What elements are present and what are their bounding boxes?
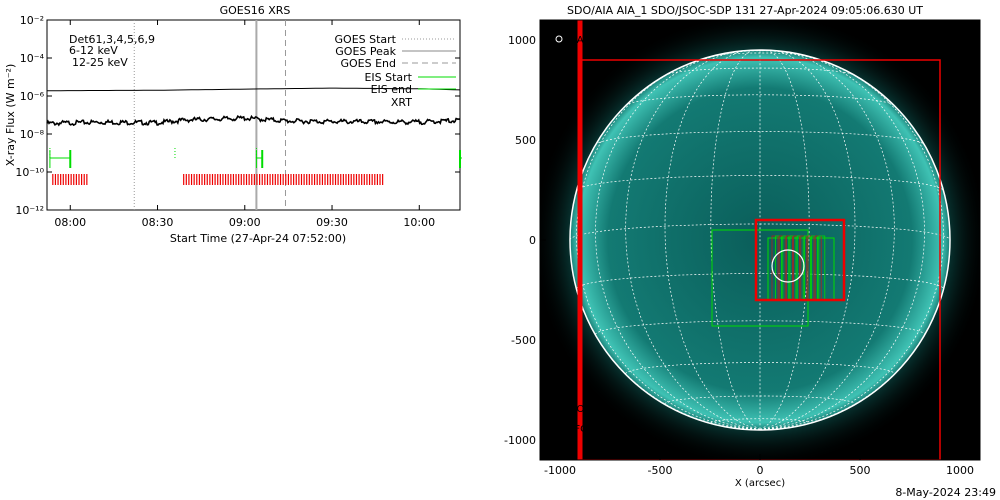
legend-xrt: XRT [391, 96, 412, 109]
goes-x-tick-label: 08:00 [54, 216, 86, 229]
goes-x-tick-label: 08:30 [142, 216, 174, 229]
goes-chart-title: GOES16 XRS [220, 4, 291, 17]
longitude-line [759, 50, 951, 430]
aia-x-axis-label: X (arcsec) [735, 478, 785, 489]
goes-y-tick-label: 10⁻⁶ [20, 90, 45, 103]
longitude-line [759, 50, 925, 430]
aia-y-tick-label: -500 [511, 334, 536, 347]
goes-x-ticks: 08:00 08:30 09:00 09:30 10:00 [54, 20, 435, 229]
heliographic-grid [569, 49, 951, 431]
latitude-line [625, 362, 895, 375]
xrt-intervals [52, 174, 384, 185]
goes-series-0 [47, 87, 461, 92]
goes-series-1 [46, 114, 461, 127]
legend-eis-end: EIS end [371, 83, 412, 96]
aia-chart-title: SDO/AIA AIA_1 SDO/JSOC-SDP 131 27-Apr-20… [567, 4, 923, 17]
longitude-line [759, 49, 810, 430]
legend-goes-peak: GOES Peak [335, 45, 396, 58]
goes-series [46, 87, 461, 127]
legend-goes-start: GOES Start [335, 33, 397, 46]
goes-y-axis-label: X-ray Flux (W m⁻²) [4, 64, 17, 166]
goes-plot-frame [46, 19, 461, 211]
aia-y-tick-label: -1000 [504, 434, 536, 447]
det-label: Det61,3,4,5,6,9 [69, 33, 155, 46]
aia-image [540, 20, 980, 460]
aia-x-tick-label: 500 [850, 464, 871, 477]
goes-x-axis-label: Start Time (27-Apr-24 07:52:00) [170, 232, 346, 245]
goes-plot: 10⁻² 10⁻⁴ 10⁻⁶ 10⁻⁸ 10⁻¹⁰ 10⁻¹² 08:00 08:30 09:… [15, 14, 462, 229]
longitude-line [595, 50, 761, 430]
longitude-line [576, 50, 761, 430]
fov-boxes [577, 20, 941, 460]
band-low-label: 6-12 keV [69, 44, 118, 57]
aia-x-tick-label: 0 [757, 464, 764, 477]
longitude-line [625, 49, 761, 430]
aia-x-tick-label: 1000 [946, 464, 974, 477]
xrt-fov-label: XRT FOV [552, 424, 595, 435]
aia-y-tick-label: 1000 [508, 34, 536, 47]
flare-location-icon [555, 35, 563, 43]
latitude-line [595, 131, 925, 146]
goes-y-tick-label: 10⁻² [20, 14, 44, 27]
aia-axis-ticks: -1000 -500 0 500 1000 1000 500 0 -500 -1000 [504, 34, 974, 477]
goes-y-ticks: 10⁻² 10⁻⁴ 10⁻⁶ 10⁻⁸ 10⁻¹⁰ 10⁻¹² [15, 14, 460, 217]
aia-x-tick-label: -500 [648, 464, 673, 477]
longitude-line [569, 50, 761, 430]
goes-y-tick-label: 10⁻⁸ [20, 128, 45, 141]
legend-goes-end: GOES End [340, 57, 396, 70]
footer-timestamp: 8-May-2024 23:49 [895, 486, 996, 499]
longitude-line [759, 49, 895, 430]
goes-x-tick-label: 09:00 [229, 216, 261, 229]
legend-eis-start: EIS Start [364, 71, 412, 84]
eis-fov-label: EIS FOV [552, 404, 591, 415]
latitude-line [710, 418, 810, 424]
aia-y-tick-label: 500 [515, 134, 536, 147]
latitude-line [595, 320, 925, 335]
goes-x-tick-label: 10:00 [403, 216, 435, 229]
aia-y-tick-label: 0 [529, 234, 536, 247]
band-high-label: 12-25 keV [72, 56, 128, 69]
goes-legend: GOES Start GOES Peak GOES End EIS Start … [335, 33, 456, 109]
goes-y-tick-label: 10⁻¹² [15, 204, 44, 217]
flare-location-label: AIA flare location [567, 35, 652, 46]
goes-y-tick-label: 10⁻⁴ [20, 52, 45, 65]
eis-windows [49, 148, 462, 168]
aia-x-tick-label: -1000 [544, 464, 576, 477]
goes-y-tick-label: 10⁻¹⁰ [15, 166, 44, 179]
longitude-line [710, 49, 761, 430]
xrt-fov-box-small [754, 218, 846, 302]
goes-x-tick-label: 09:30 [316, 216, 348, 229]
flare-location-marker [771, 249, 805, 283]
